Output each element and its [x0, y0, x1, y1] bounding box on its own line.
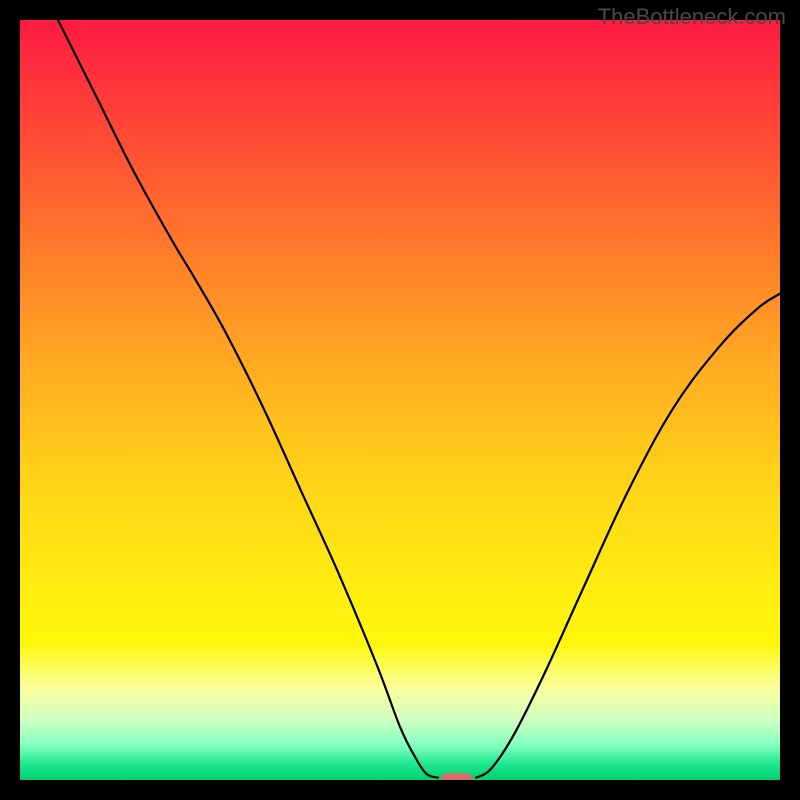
watermark-text: TheBottleneck.com [598, 4, 786, 30]
chart-stage: TheBottleneck.com [0, 0, 800, 800]
plot-area [20, 20, 780, 780]
optimum-marker [20, 20, 780, 780]
